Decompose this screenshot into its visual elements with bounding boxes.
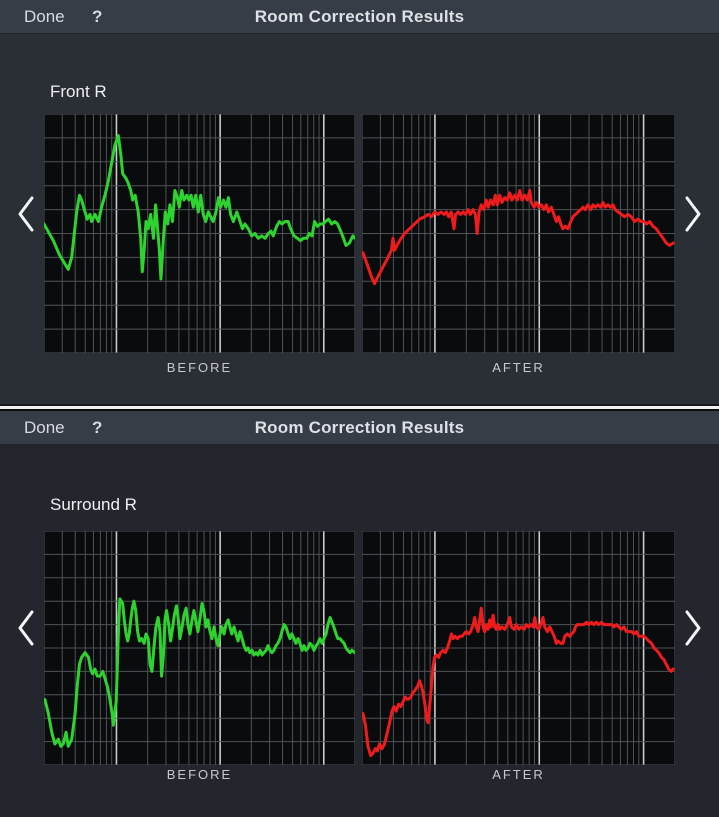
room-correction-screen-surround-r: Done ? Room Correction Results Surround …: [0, 411, 719, 817]
speaker-label: Front R: [50, 82, 107, 101]
divider-line: [0, 406, 719, 409]
done-button[interactable]: Done: [24, 6, 65, 26]
next-speaker-chevron-right-icon[interactable]: [682, 608, 704, 648]
next-speaker-chevron-right-icon[interactable]: [682, 194, 704, 234]
before-response-plot: [44, 531, 355, 765]
after-axis-label: AFTER: [492, 767, 545, 782]
screenshot-divider: [0, 406, 719, 411]
before-axis-label: BEFORE: [166, 360, 233, 375]
help-icon[interactable]: ?: [92, 6, 103, 26]
after-chart: [362, 114, 675, 353]
before-chart: [44, 114, 355, 353]
after-axis-label: AFTER: [492, 360, 545, 375]
navigation-bar: Done ? Room Correction Results: [0, 411, 719, 445]
help-icon[interactable]: ?: [92, 417, 103, 437]
previous-speaker-chevron-left-icon[interactable]: [15, 608, 37, 648]
before-chart: [44, 531, 355, 765]
charts-row: [44, 114, 675, 353]
before-response-plot: [44, 114, 355, 353]
page-title: Room Correction Results: [254, 6, 465, 26]
after-response-plot: [362, 531, 675, 765]
panel-body: Front R BEFORE AFTER: [0, 34, 719, 404]
panel-body: Surround R BEFORE AFTER: [0, 445, 719, 817]
room-correction-screen-front-r: Done ? Room Correction Results Front R B…: [0, 0, 719, 404]
after-response-plot: [362, 114, 675, 353]
navigation-bar: Done ? Room Correction Results: [0, 0, 719, 34]
previous-speaker-chevron-left-icon[interactable]: [15, 194, 37, 234]
speaker-label: Surround R: [50, 495, 137, 514]
done-button[interactable]: Done: [24, 417, 65, 437]
before-axis-label: BEFORE: [166, 767, 233, 782]
after-chart: [362, 531, 675, 765]
page-title: Room Correction Results: [254, 417, 465, 437]
charts-row: [44, 531, 675, 765]
